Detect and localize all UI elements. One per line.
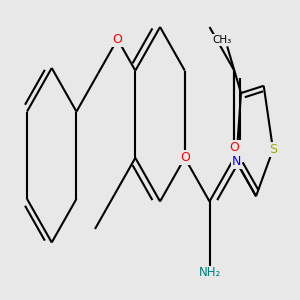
Text: N: N: [232, 155, 241, 168]
Text: CH₃: CH₃: [212, 35, 231, 45]
Text: O: O: [229, 141, 239, 154]
Text: O: O: [180, 152, 190, 164]
Text: S: S: [269, 143, 277, 156]
Text: O: O: [112, 33, 122, 46]
Text: NH₂: NH₂: [198, 266, 220, 280]
